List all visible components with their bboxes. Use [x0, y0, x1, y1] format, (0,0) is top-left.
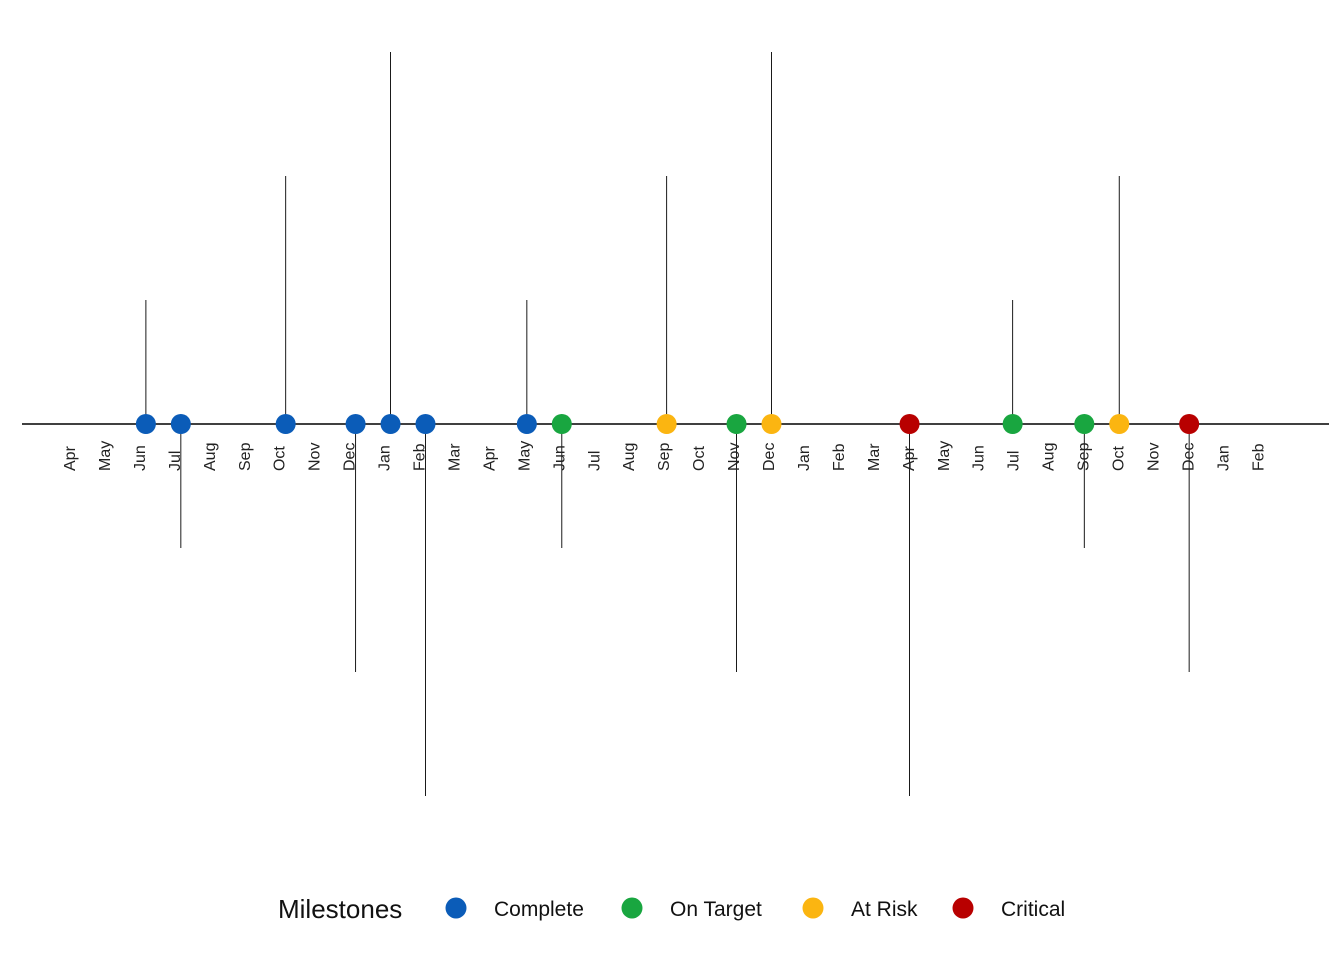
legend-entries: Complete On Target At Risk Critical — [445, 897, 1065, 921]
month-tick-label: Feb — [831, 443, 848, 471]
milestone-point — [1109, 414, 1130, 434]
month-tick-label: Jul — [1006, 451, 1023, 471]
month-tick-label: Nov — [307, 443, 324, 471]
legend-label: At Risk — [851, 898, 918, 921]
milestone-point — [1074, 414, 1095, 434]
month-tick-label: Nov — [726, 443, 743, 471]
month-tick-label: Oct — [1111, 446, 1128, 471]
month-tick-label: Dec — [761, 443, 778, 471]
milestone-point — [415, 414, 436, 434]
legend: Milestones Complete On Target At Risk Criti… — [278, 894, 1065, 924]
month-tick-label: Jan — [1215, 445, 1232, 471]
milestone-stems — [145, 52, 1190, 796]
month-tick-label: May — [97, 441, 114, 471]
milestone-point — [380, 414, 401, 434]
month-tick-label: Aug — [1041, 443, 1058, 471]
month-tick-label: Dec — [342, 443, 359, 471]
month-tick-label: Feb — [412, 443, 429, 471]
month-tick-label: Jan — [377, 445, 394, 471]
milestone-point — [551, 414, 572, 434]
month-tick-label: Jun — [132, 445, 149, 471]
month-tick-label: Aug — [621, 443, 638, 471]
legend-label: Critical — [1001, 898, 1065, 921]
milestone-point — [1179, 414, 1200, 434]
month-tick-label: Dec — [1180, 443, 1197, 471]
legend-swatch — [802, 897, 824, 919]
milestone-point — [135, 414, 156, 434]
legend-label: On Target — [670, 898, 762, 921]
milestone-point — [656, 414, 677, 434]
month-tick-label: Feb — [1250, 443, 1267, 471]
milestone-point — [170, 414, 191, 434]
month-tick-label: May — [516, 441, 533, 471]
month-tick-label: Oct — [272, 446, 289, 471]
month-tick-label: Apr — [481, 445, 498, 471]
legend-swatch — [621, 897, 643, 919]
month-tick-label: Apr — [901, 445, 918, 471]
month-tick-label: Jul — [167, 451, 184, 471]
month-tick-label: Jan — [796, 445, 813, 471]
milestone-point — [275, 414, 296, 434]
milestone-point — [345, 414, 366, 434]
month-tick-label: May — [936, 441, 953, 471]
milestone-point — [899, 414, 920, 434]
milestone-point — [726, 414, 747, 434]
month-tick-label: Mar — [866, 443, 883, 471]
month-tick-label: Aug — [202, 443, 219, 471]
month-tick-label: Apr — [62, 445, 79, 471]
milestone-point — [1002, 414, 1023, 434]
month-tick-label: Jun — [971, 445, 988, 471]
month-tick-label: Oct — [691, 446, 708, 471]
month-tick-label: Sep — [237, 442, 254, 471]
milestone-point — [516, 414, 537, 434]
milestone-point — [761, 414, 782, 434]
legend-swatch — [445, 897, 467, 919]
milestone-points — [135, 414, 1200, 434]
month-tick-label: Jul — [586, 451, 603, 471]
month-tick-label: Mar — [446, 443, 463, 471]
month-tick-label: Sep — [1076, 442, 1093, 471]
month-tick-label: Jun — [551, 445, 568, 471]
legend-label: Complete — [494, 898, 584, 921]
legend-title: Milestones — [278, 894, 402, 924]
legend-swatch — [952, 897, 974, 919]
month-tick-labels: Apr May Jun Jul Aug Sep Oct Nov Dec Jan Feb Mar Apr M… — [62, 441, 1267, 471]
month-tick-label: Sep — [656, 442, 673, 471]
month-tick-label: Nov — [1145, 443, 1162, 471]
